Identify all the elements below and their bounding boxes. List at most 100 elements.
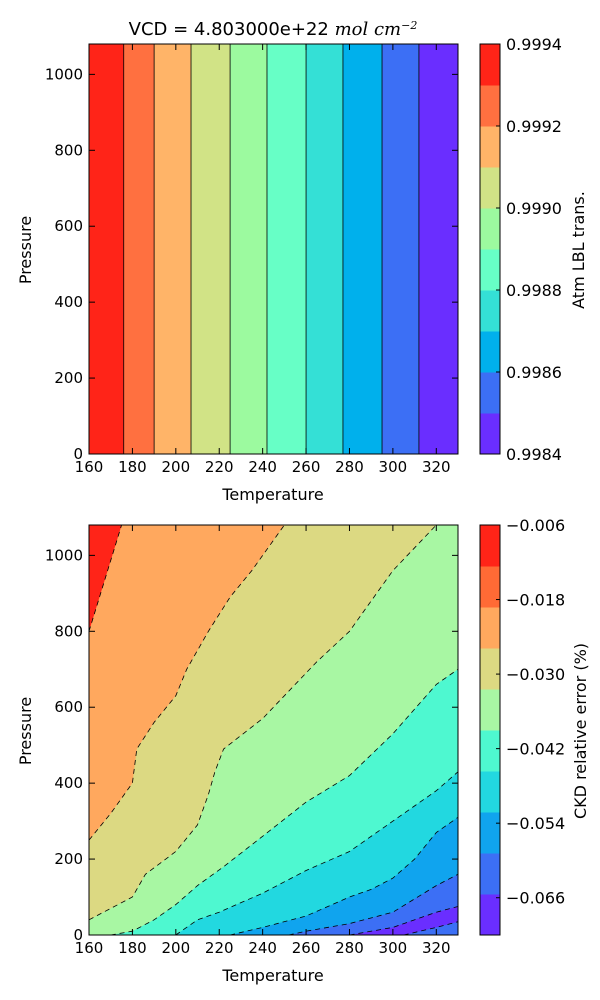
top-colorbar-segment <box>480 44 500 86</box>
contour-line <box>230 816 459 936</box>
top-colorbar-tick-label: 0.9986 <box>506 363 562 382</box>
top-x-tick-label: 240 <box>248 458 277 476</box>
bottom-y-ticks: 0 200 400 600 800 1000 <box>45 546 458 944</box>
top-x-tick-label: 280 <box>335 458 364 476</box>
bottom-colorbar-segment <box>480 607 500 649</box>
bottom-colorbar-segment <box>480 812 500 854</box>
bottom-y-tick-label: 600 <box>54 698 83 716</box>
bottom-x-tick-label: 240 <box>248 939 277 957</box>
top-x-ticks: 160 180 200 220 240 260 280 300 320 <box>75 44 451 476</box>
top-plot-frame <box>88 43 459 455</box>
top-x-tick-label: 300 <box>379 458 408 476</box>
contour-line <box>403 921 459 936</box>
top-colorbar-tick-label: 0.9984 <box>506 445 562 464</box>
top-colorbar-frame <box>479 43 501 455</box>
bottom-colorbar: −0.066 −0.054 −0.042 −0.030 −0.018 −0.006 <box>479 516 565 936</box>
top-colorbar-tick-label: 0.9992 <box>506 117 562 136</box>
bottom-colorbar-tick-label: −0.066 <box>506 889 565 908</box>
bottom-colorbar-segment <box>480 525 500 567</box>
bottom-colorbar-segment <box>480 730 500 772</box>
bottom-x-tick-label: 220 <box>205 939 234 957</box>
top-colorbar-segment <box>480 126 500 168</box>
top-x-tick-label: 220 <box>205 458 234 476</box>
contour-line <box>110 668 459 936</box>
bottom-y-tick-label: 200 <box>54 850 83 868</box>
top-chart: VCD = 4.803000e+22 mol cm−2 160 180 200 220… <box>16 19 588 505</box>
contour-band <box>382 44 419 454</box>
contour-line <box>349 906 459 936</box>
bottom-plot-area <box>88 524 459 936</box>
bottom-y-tick-label: 0 <box>73 926 83 944</box>
bottom-x-tick-label: 320 <box>422 939 451 957</box>
contour-band <box>418 44 458 454</box>
bottom-y-tick-label: 1000 <box>45 546 83 564</box>
top-x-tick-label: 200 <box>162 458 191 476</box>
top-colorbar-tick-label: 0.9994 <box>506 35 562 54</box>
top-colorbar-segment <box>480 208 500 250</box>
contour-band <box>191 44 231 454</box>
top-y-tick-label: 600 <box>54 217 83 235</box>
contour-line <box>88 524 122 632</box>
contour-band <box>89 44 124 454</box>
top-colorbar-segment <box>480 290 500 332</box>
contour-band <box>342 44 383 454</box>
top-x-axis-label: Temperature <box>221 485 323 504</box>
top-y-tick-label: 1000 <box>45 65 83 83</box>
bottom-x-ticks: 160 180 200 220 240 260 280 300 320 <box>75 525 451 957</box>
bottom-colorbar-segment <box>480 894 500 936</box>
bottom-y-tick-label: 800 <box>54 622 83 640</box>
top-x-tick-label: 160 <box>75 458 104 476</box>
top-colorbar-segment <box>480 167 500 209</box>
contour-band <box>154 44 192 454</box>
bottom-y-axis-label: Pressure <box>16 697 35 765</box>
top-colorbar-label: Atm LBL trans. <box>569 191 588 309</box>
bottom-x-axis-label: Temperature <box>221 966 323 985</box>
top-x-tick-label: 260 <box>292 458 321 476</box>
bottom-x-tick-label: 200 <box>162 939 191 957</box>
top-y-ticks: 0 200 400 600 800 1000 <box>45 65 458 463</box>
bottom-x-tick-label: 160 <box>75 939 104 957</box>
bottom-colorbar-segment <box>480 689 500 731</box>
contour-band <box>123 44 155 454</box>
bottom-colorbar-tick-label: −0.006 <box>506 516 565 535</box>
contour-line <box>175 771 459 936</box>
top-x-tick-label: 320 <box>422 458 451 476</box>
bottom-chart: 160 180 200 220 240 260 280 300 320 0 200 400 600 80… <box>16 516 590 985</box>
chart-title: VCD = 4.803000e+22 mol cm−2 <box>129 19 418 41</box>
top-colorbar-segment <box>480 413 500 455</box>
bottom-colorbar-label: CKD relative error (%) <box>571 643 590 819</box>
top-colorbar-tick-label: 0.9990 <box>506 199 562 218</box>
bottom-x-tick-label: 300 <box>379 939 408 957</box>
bottom-colorbar-segment <box>480 648 500 690</box>
bottom-colorbar-tick-label: −0.018 <box>506 591 565 610</box>
top-colorbar-segment <box>480 372 500 414</box>
contour-band <box>230 44 267 454</box>
top-colorbar-tick-label: 0.9988 <box>506 281 562 300</box>
bottom-x-tick-label: 180 <box>118 939 147 957</box>
bottom-colorbar-segment <box>480 771 500 813</box>
bottom-y-tick-label: 400 <box>54 774 83 792</box>
contour-region <box>89 525 285 841</box>
bottom-colorbar-segment <box>480 853 500 895</box>
top-colorbar-segment <box>480 249 500 291</box>
top-colorbar-segment <box>480 85 500 127</box>
contour-band <box>266 44 307 454</box>
bottom-x-tick-label: 280 <box>335 939 364 957</box>
contour-line <box>88 524 285 841</box>
top-x-tick-label: 180 <box>118 458 147 476</box>
contour-line <box>288 873 459 936</box>
top-y-tick-label: 200 <box>54 369 83 387</box>
top-colorbar: 0.9984 0.9986 0.9988 0.9990 0.9992 0.9994 <box>479 35 562 464</box>
top-colorbar-segment <box>480 331 500 373</box>
bottom-colorbar-tick-label: −0.042 <box>506 740 565 759</box>
bottom-colorbar-frame <box>479 524 501 936</box>
bottom-x-tick-label: 260 <box>292 939 321 957</box>
top-y-axis-label: Pressure <box>16 216 35 284</box>
bottom-colorbar-tick-label: −0.054 <box>506 814 565 833</box>
bottom-colorbar-segment <box>480 566 500 608</box>
bottom-colorbar-tick-label: −0.030 <box>506 665 565 684</box>
top-y-tick-label: 800 <box>54 141 83 159</box>
bottom-plot-frame <box>88 524 459 936</box>
top-y-tick-label: 400 <box>54 293 83 311</box>
